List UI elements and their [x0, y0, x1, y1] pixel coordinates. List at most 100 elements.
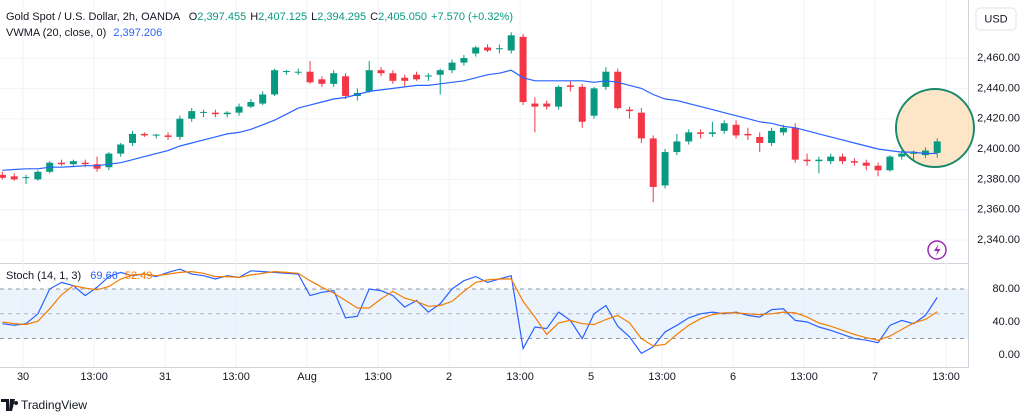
- x-tick-label: 13:00: [506, 371, 534, 383]
- y-tick-label: 0.00: [999, 349, 1020, 361]
- line-series: [2, 270, 938, 347]
- candle-body: [365, 70, 373, 92]
- x-tick-label: 13:00: [364, 371, 392, 383]
- candle-body: [921, 150, 929, 156]
- candle-body: [259, 94, 267, 104]
- y-tick-label: 2,460.00: [977, 52, 1020, 64]
- y-tick-label: 2,360.00: [977, 204, 1020, 216]
- candle-body: [874, 165, 882, 171]
- candle-body: [389, 73, 397, 81]
- symbol: Gold Spot / U.S. Dollar, 2h, OANDA: [6, 11, 181, 23]
- candle-body: [0, 174, 6, 178]
- candle-body: [247, 102, 255, 107]
- currency: USD: [984, 13, 1007, 25]
- candle-body: [578, 86, 586, 122]
- candle-body: [815, 159, 823, 162]
- candle-body: [732, 124, 740, 136]
- y-tick-label: 2,400.00: [977, 143, 1020, 155]
- candle-body: [661, 152, 669, 186]
- candle-body: [495, 48, 503, 50]
- legend-stoch: Stoch (14, 1, 3) 69.66 52.49: [6, 270, 152, 282]
- candle-body: [697, 132, 705, 134]
- y-tick-label: 2,420.00: [977, 113, 1020, 125]
- change: +7.570 (+0.32%): [431, 11, 513, 23]
- candle-body: [685, 132, 693, 142]
- ohlc-value: 2,394.295: [317, 11, 366, 23]
- candle-body: [211, 112, 219, 115]
- candle-body: [117, 144, 125, 154]
- candle-body: [10, 176, 18, 180]
- candle-body: [413, 74, 421, 80]
- candle-body: [910, 152, 918, 154]
- candle-body: [886, 156, 894, 171]
- candle-body: [105, 153, 113, 168]
- candle-body: [637, 112, 645, 139]
- candle-body: [318, 79, 326, 84]
- ohlc-value: 2,407.125: [258, 11, 307, 23]
- plot: [0, 32, 941, 355]
- candle-body: [791, 127, 799, 160]
- candle-body: [282, 70, 290, 72]
- x-tick-label: 30: [17, 371, 29, 383]
- candle-body: [649, 138, 657, 187]
- candle-body: [898, 153, 906, 157]
- candle-body: [756, 136, 764, 143]
- candle-body: [626, 109, 634, 112]
- line-series: [2, 69, 938, 171]
- candle-body: [294, 71, 302, 73]
- x-tick-label: 13:00: [80, 371, 108, 383]
- x-tick-label: 13:00: [790, 371, 818, 383]
- candle-body: [93, 164, 101, 169]
- candle-body: [306, 71, 314, 83]
- y-tick-label: 2,440.00: [977, 82, 1020, 94]
- legend-main: Gold Spot / U.S. Dollar, 2h, OANDA O2,39…: [6, 11, 513, 23]
- ohlc-label: C: [370, 11, 378, 23]
- stoch-k: 69.66: [90, 270, 118, 282]
- candle-body: [271, 70, 279, 95]
- candle-body: [519, 36, 527, 103]
- candle-body: [223, 112, 231, 115]
- legend-vwma: VWMA (20, close, 0) 2,397.206: [6, 27, 162, 39]
- x-tick-label: 31: [159, 371, 171, 383]
- x-tick-label: 13:00: [932, 371, 960, 383]
- candle-body: [484, 47, 492, 51]
- vwma-name: VWMA (20, close, 0): [6, 27, 106, 39]
- candle-body: [708, 132, 716, 134]
- y-tick-label: 2,380.00: [977, 173, 1020, 185]
- candle-body: [827, 156, 835, 162]
- ohlc-label: H: [250, 11, 258, 23]
- candle-body: [839, 156, 847, 162]
- currency-box[interactable]: [975, 7, 1017, 31]
- candle-body: [448, 62, 456, 71]
- candle-body: [330, 73, 338, 84]
- candle-body: [140, 133, 148, 136]
- candle-body: [58, 162, 66, 165]
- candle-body: [424, 75, 432, 77]
- candle-body: [602, 71, 610, 87]
- x-tick-label: 5: [588, 371, 594, 383]
- alert-icon[interactable]: [927, 240, 947, 260]
- candle-body: [507, 35, 515, 51]
- candle-body: [436, 70, 444, 75]
- brand: TradingView: [21, 398, 87, 412]
- stoch-name: Stoch (14, 1, 3): [6, 270, 81, 282]
- candle-body: [472, 47, 480, 54]
- candle-body: [779, 127, 787, 133]
- x-tick-label: 7: [872, 371, 878, 383]
- candle-body: [342, 76, 350, 96]
- ohlc-label: L: [311, 11, 317, 23]
- candle-body: [803, 159, 811, 162]
- y-tick-label: 40.00: [992, 316, 1020, 328]
- y-tick-label: 80.00: [992, 283, 1020, 295]
- brand-logo[interactable]: TradingView: [1, 398, 87, 412]
- candle-body: [235, 106, 243, 113]
- ohlc-value: 2,397.455: [197, 11, 246, 23]
- candle-body: [460, 58, 468, 63]
- candle-body: [188, 111, 196, 119]
- alert-bolt: [934, 244, 941, 256]
- candle-body: [566, 85, 574, 87]
- candle-body: [164, 135, 172, 137]
- ohlc-value: 2,405.050: [378, 11, 427, 23]
- x-tick-label: Aug: [297, 371, 317, 383]
